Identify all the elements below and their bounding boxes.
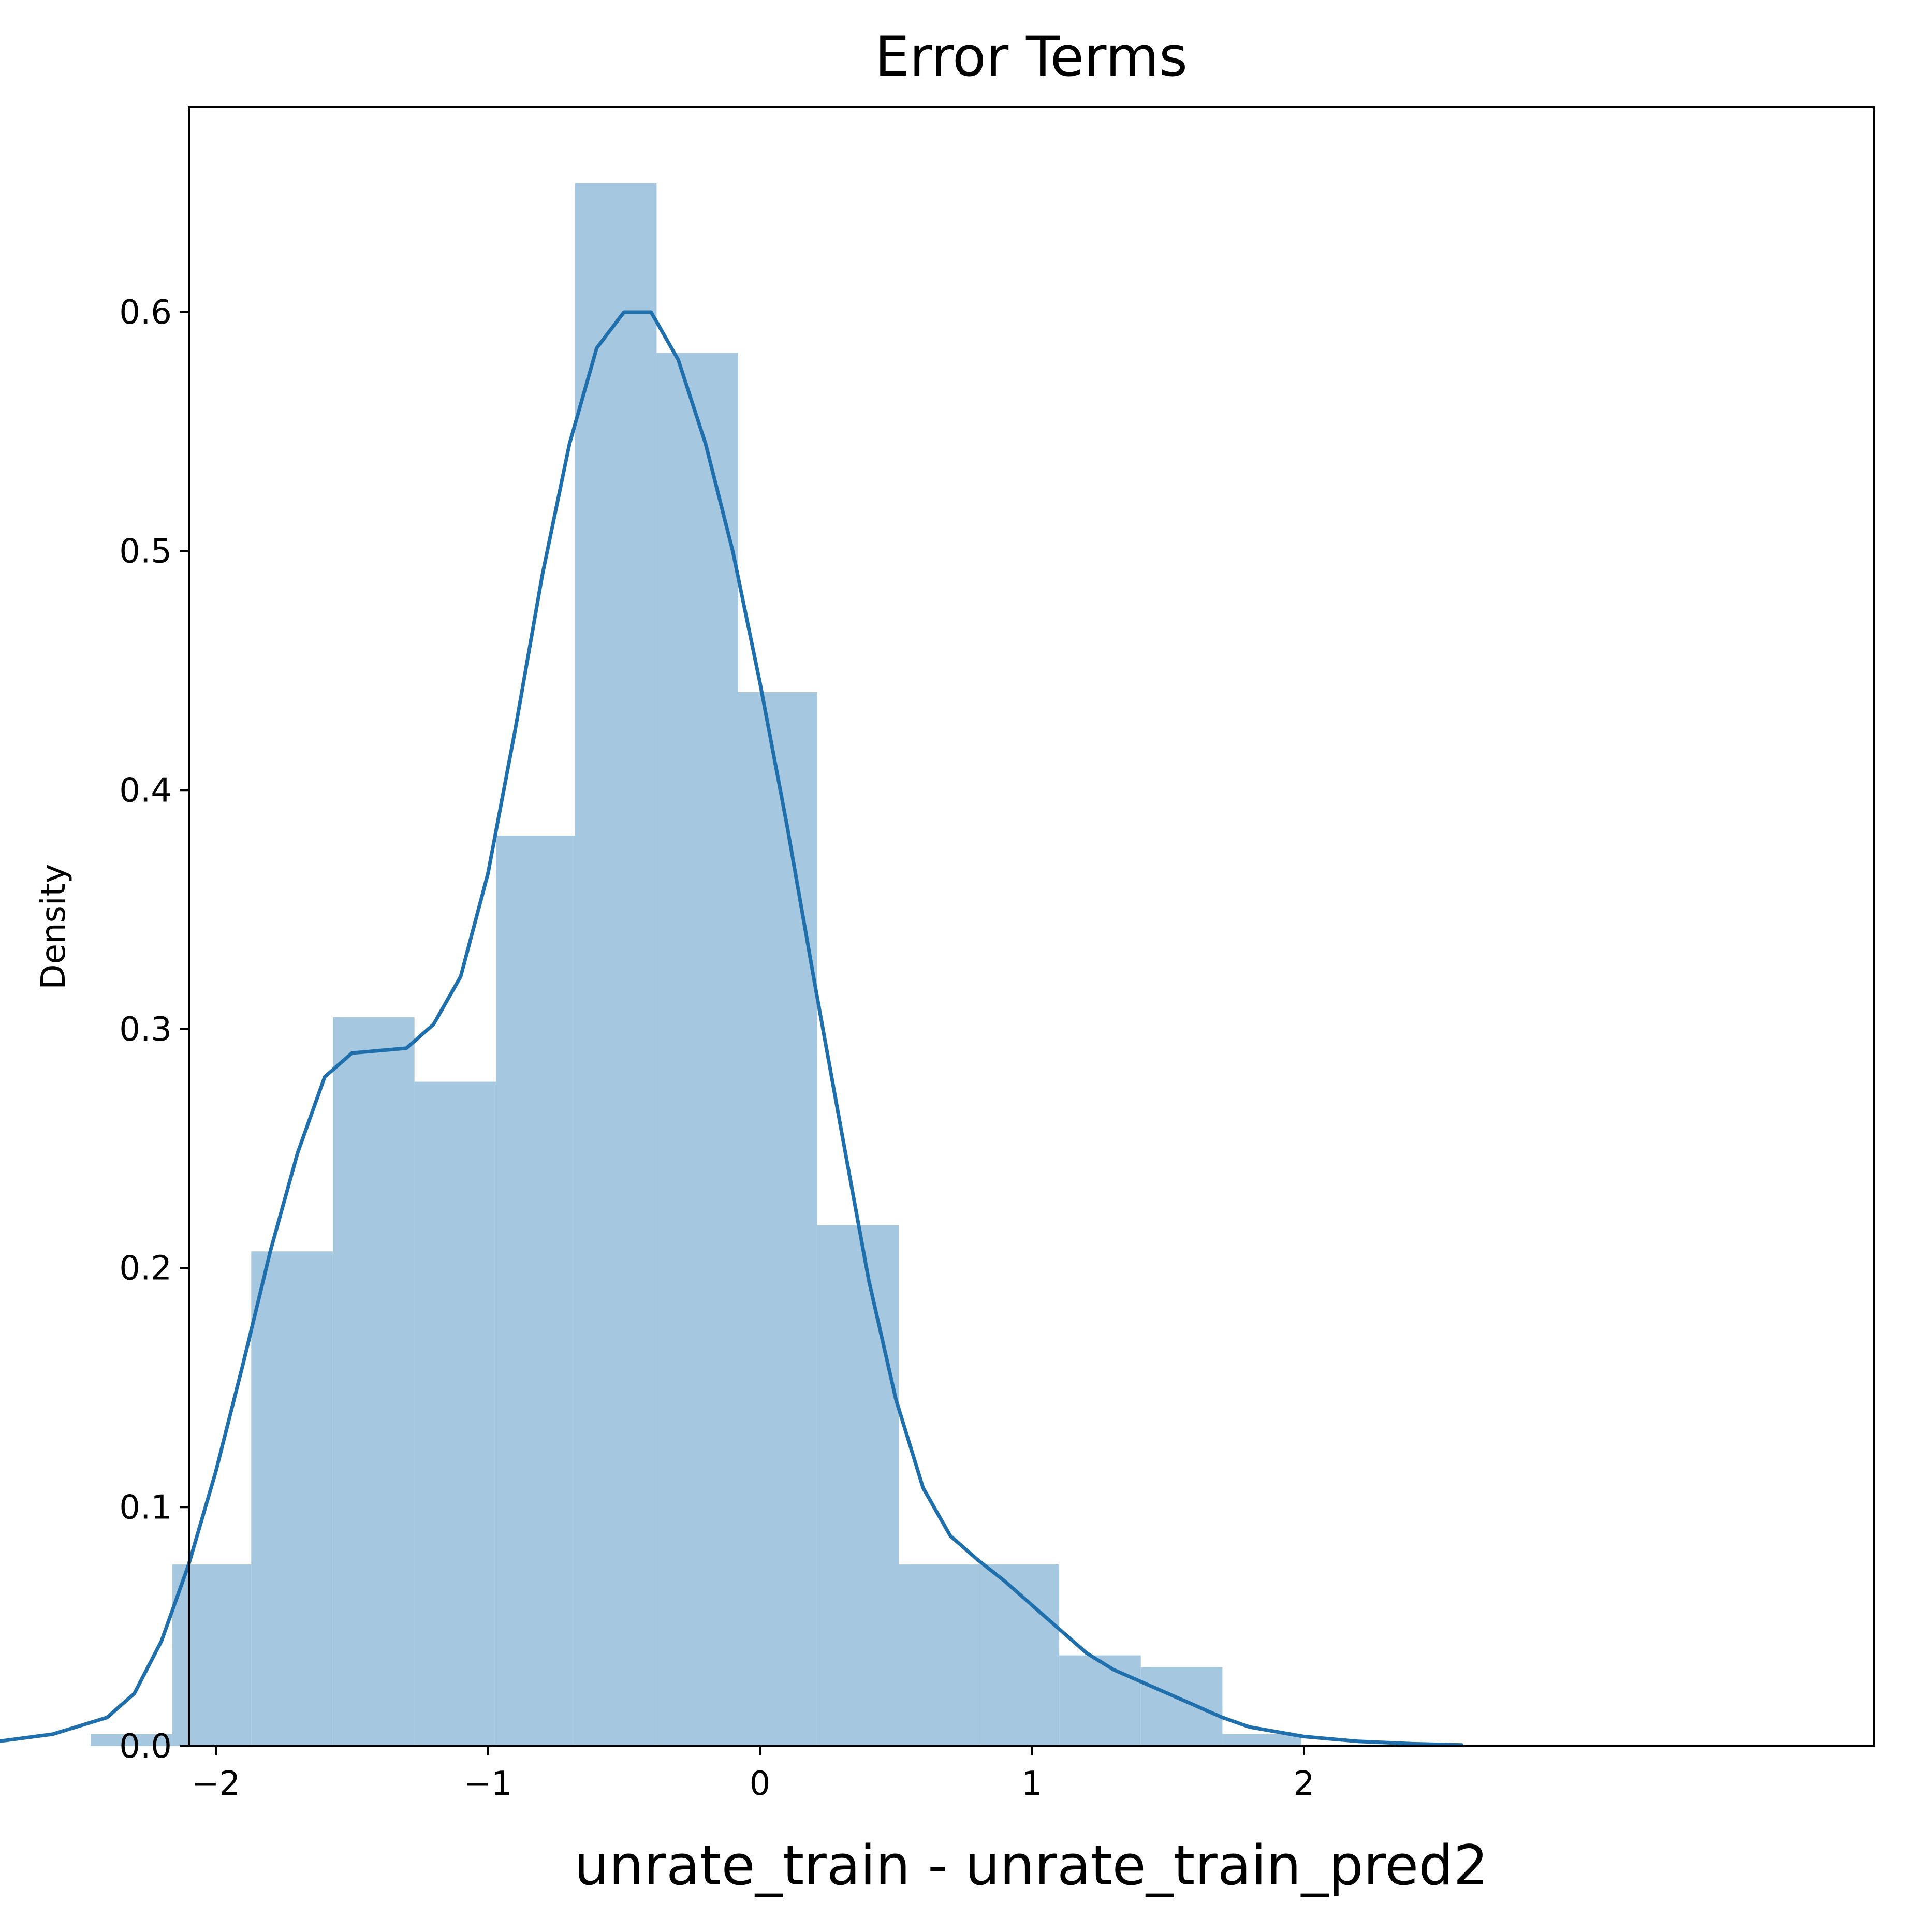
histogram-bar-15 [1222, 1734, 1301, 1746]
histogram-bar-3 [251, 1251, 333, 1746]
histogram-bar-8 [656, 353, 738, 1746]
kde-curve [0, 310, 1464, 1747]
y-tick-label: 0.5 [119, 533, 172, 571]
x-tick-label: 0 [750, 1765, 771, 1803]
y-tick-label: 0.3 [119, 1011, 172, 1049]
histogram-bar-10 [817, 1225, 899, 1746]
x-axis-label: unrate_train - unrate_train_pred2 [574, 1834, 1488, 1897]
y-tick-label: 0.4 [119, 771, 172, 810]
y-tick-label: 0.0 [119, 1728, 172, 1766]
histogram-bar-13 [1059, 1655, 1141, 1746]
x-tick-label: 2 [1294, 1765, 1315, 1803]
y-tick-label: 0.1 [119, 1488, 172, 1527]
histogram-bar-2 [172, 1564, 252, 1746]
histogram-bar-1 [91, 1734, 172, 1746]
histogram-bar-4 [333, 1017, 415, 1746]
chart-title: Error Terms [875, 25, 1188, 89]
histogram-bar-6 [496, 836, 575, 1746]
y-axis-ticks: 0.0 0.1 0.2 0.3 0.4 0.5 0.6 [119, 294, 189, 1766]
histogram-bar-5 [414, 1081, 496, 1746]
histogram-bar-7 [575, 183, 657, 1747]
histogram-bar-9 [738, 692, 817, 1746]
x-tick-label: −2 [192, 1765, 240, 1803]
y-axis-label: Density [35, 863, 73, 989]
y-tick-label: 0.6 [119, 294, 172, 332]
x-tick-label: −1 [463, 1765, 512, 1803]
histogram-bars [91, 183, 1301, 1747]
histogram-bar-12 [980, 1564, 1060, 1746]
histogram-bar-11 [899, 1564, 980, 1746]
y-tick-label: 0.2 [119, 1250, 172, 1288]
x-tick-label: 1 [1021, 1765, 1043, 1803]
histogram-bar-14 [1140, 1667, 1223, 1746]
